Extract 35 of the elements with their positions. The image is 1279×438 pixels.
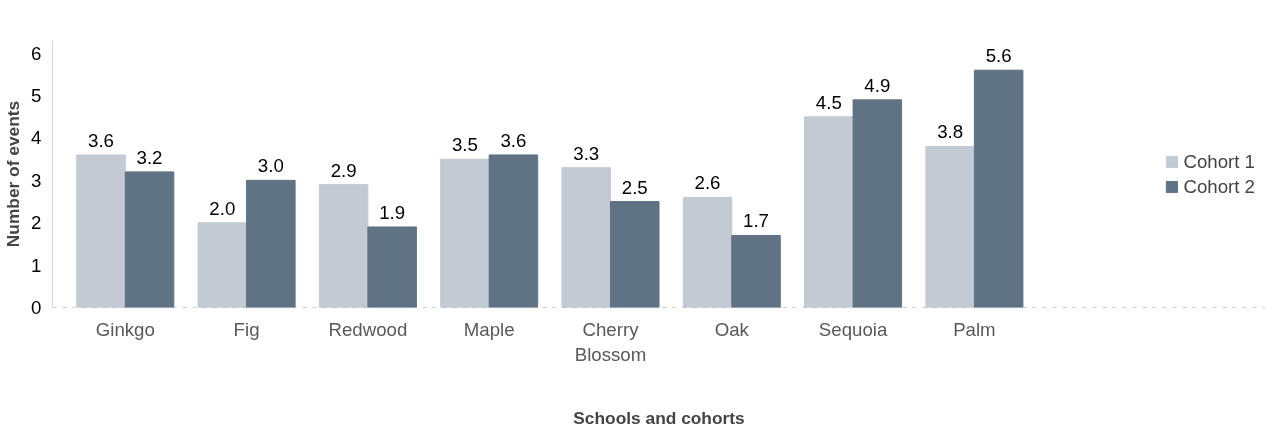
data-label: 3.3: [573, 142, 600, 164]
data-label: 1.7: [743, 210, 770, 232]
data-label: 2.0: [209, 197, 236, 219]
data-label: 2.5: [621, 176, 648, 198]
legend-label: Cohort 1: [1183, 150, 1255, 172]
y-tick-label: 2: [31, 212, 42, 234]
data-label: 2.9: [330, 159, 357, 181]
y-axis-title: Number of events: [3, 100, 24, 248]
x-tick-label: Oak: [714, 318, 750, 340]
data-label: 5.6: [985, 45, 1012, 67]
x-tick-label: Palm: [953, 318, 996, 340]
y-tick-label: 3: [31, 169, 42, 191]
data-label: 4.5: [815, 91, 842, 113]
data-label: 3.2: [136, 146, 163, 168]
x-tick-label: Fig: [233, 318, 260, 340]
data-label: 3.6: [88, 129, 114, 151]
y-tick-label: 6: [31, 42, 42, 64]
legend-label: Cohort 2: [1183, 175, 1255, 197]
data-label: 2.6: [694, 172, 721, 194]
y-tick-label: 4: [31, 127, 42, 149]
y-tick-label: 5: [31, 85, 42, 107]
y-tick-label: 1: [31, 254, 42, 276]
y-tick-label: 0: [31, 297, 42, 318]
data-label: 3.8: [937, 121, 964, 143]
x-tick-label: Cherry Blossom: [574, 318, 647, 365]
data-label: 3.0: [257, 155, 284, 177]
data-label: 4.9: [864, 74, 891, 96]
x-tick-label: Sequoia: [818, 318, 888, 340]
data-label: 1.9: [379, 201, 406, 223]
data-label: 3.6: [500, 129, 527, 151]
data-label: 3.5: [451, 134, 478, 156]
x-tick-label: Maple: [463, 318, 515, 340]
x-tick-label: Ginkgo: [95, 318, 155, 340]
x-axis-title: Schools and cohorts: [573, 407, 745, 428]
x-tick-label: Redwood: [328, 318, 408, 340]
